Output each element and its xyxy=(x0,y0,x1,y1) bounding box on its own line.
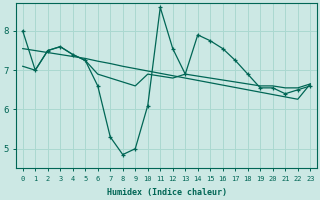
X-axis label: Humidex (Indice chaleur): Humidex (Indice chaleur) xyxy=(107,188,227,197)
